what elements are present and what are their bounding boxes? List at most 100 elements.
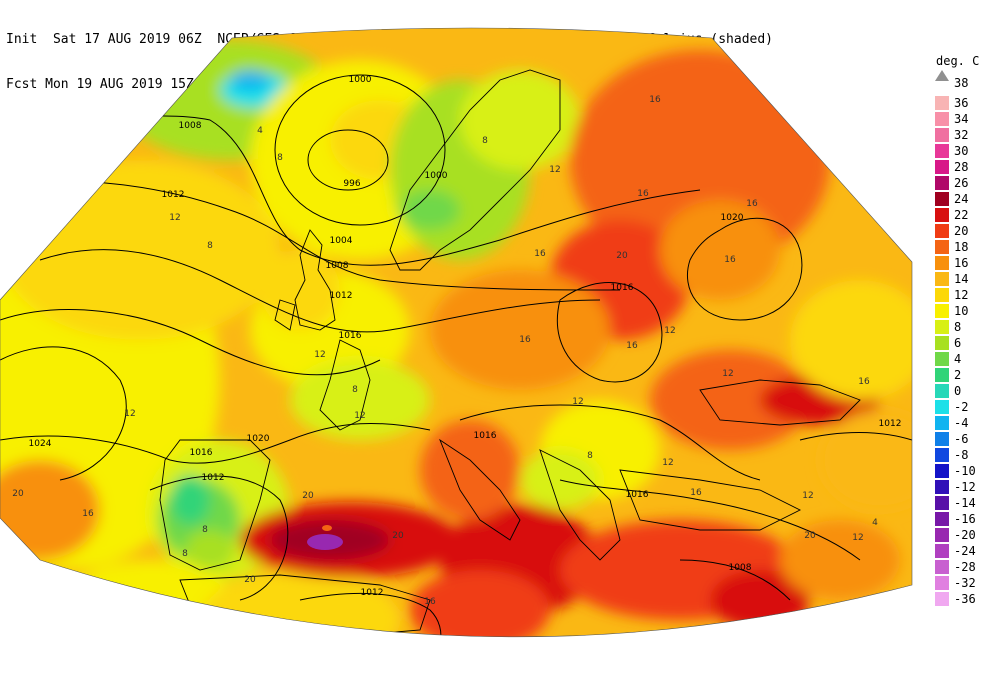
legend-swatch [935,96,949,110]
dewpoint-label: 16 [746,199,758,209]
dewpoint-label: 20 [804,531,816,541]
dewpoint-label: 16 [626,341,638,351]
dewpoint-label: 16 [690,488,702,498]
legend-swatch [935,240,949,254]
legend-label: 14 [954,272,969,286]
legend-label: -12 [954,480,976,494]
isobar-label: 1016 [611,283,634,293]
isobar-labels: 1000100899610001012100410081012101610201… [29,75,902,598]
dewpoint-label: 12 [572,397,583,407]
legend-label: -28 [954,560,976,574]
color-legend: deg. C 38 36 34 32 30 28 26 24 22 20 18 16 14 12 10 8 6… [922,54,998,614]
legend-swatch [935,112,949,126]
legend-swatch [935,512,949,526]
legend-swatch [935,400,949,414]
legend-swatch [935,416,949,430]
dewpoint-label: 20 [302,491,314,501]
legend-swatch [935,544,949,558]
legend-label: 24 [954,192,969,206]
legend-swatch [935,592,949,606]
isobar-label: 1012 [202,473,225,483]
legend-label: -14 [954,496,976,510]
dewpoint-label: 12 [169,213,180,223]
legend-swatch [935,304,949,318]
isobar-label: 1012 [361,588,384,598]
isobar-label: 1024 [29,439,52,449]
dewpoint-label: 8 [202,525,208,535]
legend-label: -10 [954,464,976,478]
legend-label: 6 [954,336,962,350]
legend-title: deg. C [936,54,980,68]
legend-swatch [935,224,949,238]
legend-label: 22 [954,208,969,222]
dewpoint-label: 8 [207,241,213,251]
isobar-label: 1008 [729,563,752,573]
dewpoint-labels: 4 8 12 8 8 12 16 16 16 16 20 16 16 12 16 12 8 12 12 8 12 12 16… [12,95,878,607]
dewpoint-label: 12 [549,165,560,175]
legend-swatch [935,192,949,206]
legend-label: -36 [954,592,976,606]
legend-swatch [935,144,949,158]
dewpoint-label: 12 [662,458,673,468]
isobar-label: 1020 [721,213,744,223]
legend-swatch [935,256,949,270]
legend-label: -20 [954,528,976,542]
legend-label: -8 [954,448,969,462]
dewpoint-label: 8 [482,136,488,146]
legend-label: 36 [954,96,969,110]
dewpoint-label: 4 [257,126,263,136]
legend-label: 2 [954,368,962,382]
legend-label: -32 [954,576,976,590]
dewpoint-label: 20 [244,575,256,585]
dewpoint-label: 8 [277,153,283,163]
isobar-label: 1012 [879,419,902,429]
dewpoint-label: 20 [616,251,628,261]
dewpoint-label: 8 [587,451,593,461]
dewpoint-label: 12 [314,350,325,360]
dewpoint-label: 16 [534,249,546,259]
dewpoint-label: 16 [724,255,736,265]
isobar-label: 1000 [349,75,372,85]
legend-label: 12 [954,288,969,302]
dewpoint-label: 12 [664,326,675,336]
legend-swatch [935,336,949,350]
isobar-label: 996 [343,179,360,189]
dewpoint-label: 12 [802,491,813,501]
legend-swatch [935,160,949,174]
legend-label: -6 [954,432,969,446]
legend-label: 4 [954,352,962,366]
isobar-label: 1016 [474,431,497,441]
isobar-label: 1004 [330,236,353,246]
isobar-label: 1016 [190,448,213,458]
legend-label: 0 [954,384,962,398]
isobar-label: 1008 [179,121,202,131]
legend-label: -16 [954,512,976,526]
legend-swatch [935,480,949,494]
legend-swatch [935,208,949,222]
legend-label: 30 [954,144,969,158]
dewpoint-label: 8 [182,549,188,559]
dewpoint-label: 12 [852,533,863,543]
dewpoint-label: 16 [637,189,649,199]
isobar-label: 1008 [326,261,349,271]
legend-swatch [935,176,949,190]
legend-label: -24 [954,544,976,558]
legend-swatch [935,560,949,574]
dewpoint-label: 16 [424,597,436,607]
isobar-label: 1012 [330,291,353,301]
legend-swatch [935,448,949,462]
legend-swatch [935,464,949,478]
isobar-label: 1016 [626,490,649,500]
isobar-label: 1000 [425,171,448,181]
dewpoint-label: 8 [352,385,358,395]
legend-label: -2 [954,400,969,414]
legend-label: 10 [954,304,969,318]
legend-top-label: 38 [954,76,969,90]
dewpoint-label: 16 [649,95,661,105]
legend-label: 16 [954,256,969,270]
dewpoint-label: 12 [354,411,365,421]
isobar-label: 1012 [162,190,185,200]
legend-overflow-arrow [935,70,949,81]
legend-label: 26 [954,176,969,190]
